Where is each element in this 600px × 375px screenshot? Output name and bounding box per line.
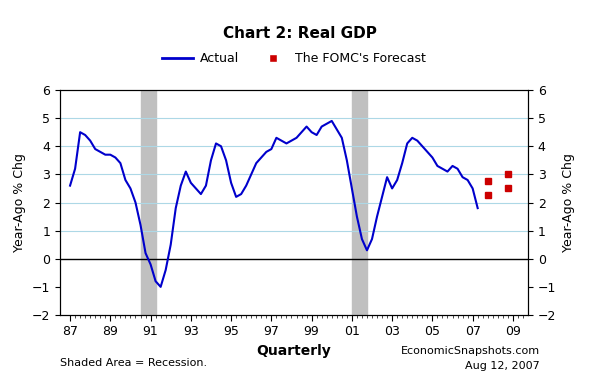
Text: EconomicSnapshots.com: EconomicSnapshots.com xyxy=(401,346,540,356)
Y-axis label: Year-Ago % Chg: Year-Ago % Chg xyxy=(13,153,26,252)
Text: Shaded Area = Recession.: Shaded Area = Recession. xyxy=(60,357,207,368)
Bar xyxy=(352,90,367,315)
Legend: Actual, The FOMC's Forecast: Actual, The FOMC's Forecast xyxy=(157,48,431,70)
X-axis label: Quarterly: Quarterly xyxy=(257,344,331,358)
Text: Aug 12, 2007: Aug 12, 2007 xyxy=(465,361,540,371)
Y-axis label: Year-Ago % Chg: Year-Ago % Chg xyxy=(562,153,575,252)
Text: Chart 2: Real GDP: Chart 2: Real GDP xyxy=(223,26,377,41)
Bar xyxy=(140,90,155,315)
